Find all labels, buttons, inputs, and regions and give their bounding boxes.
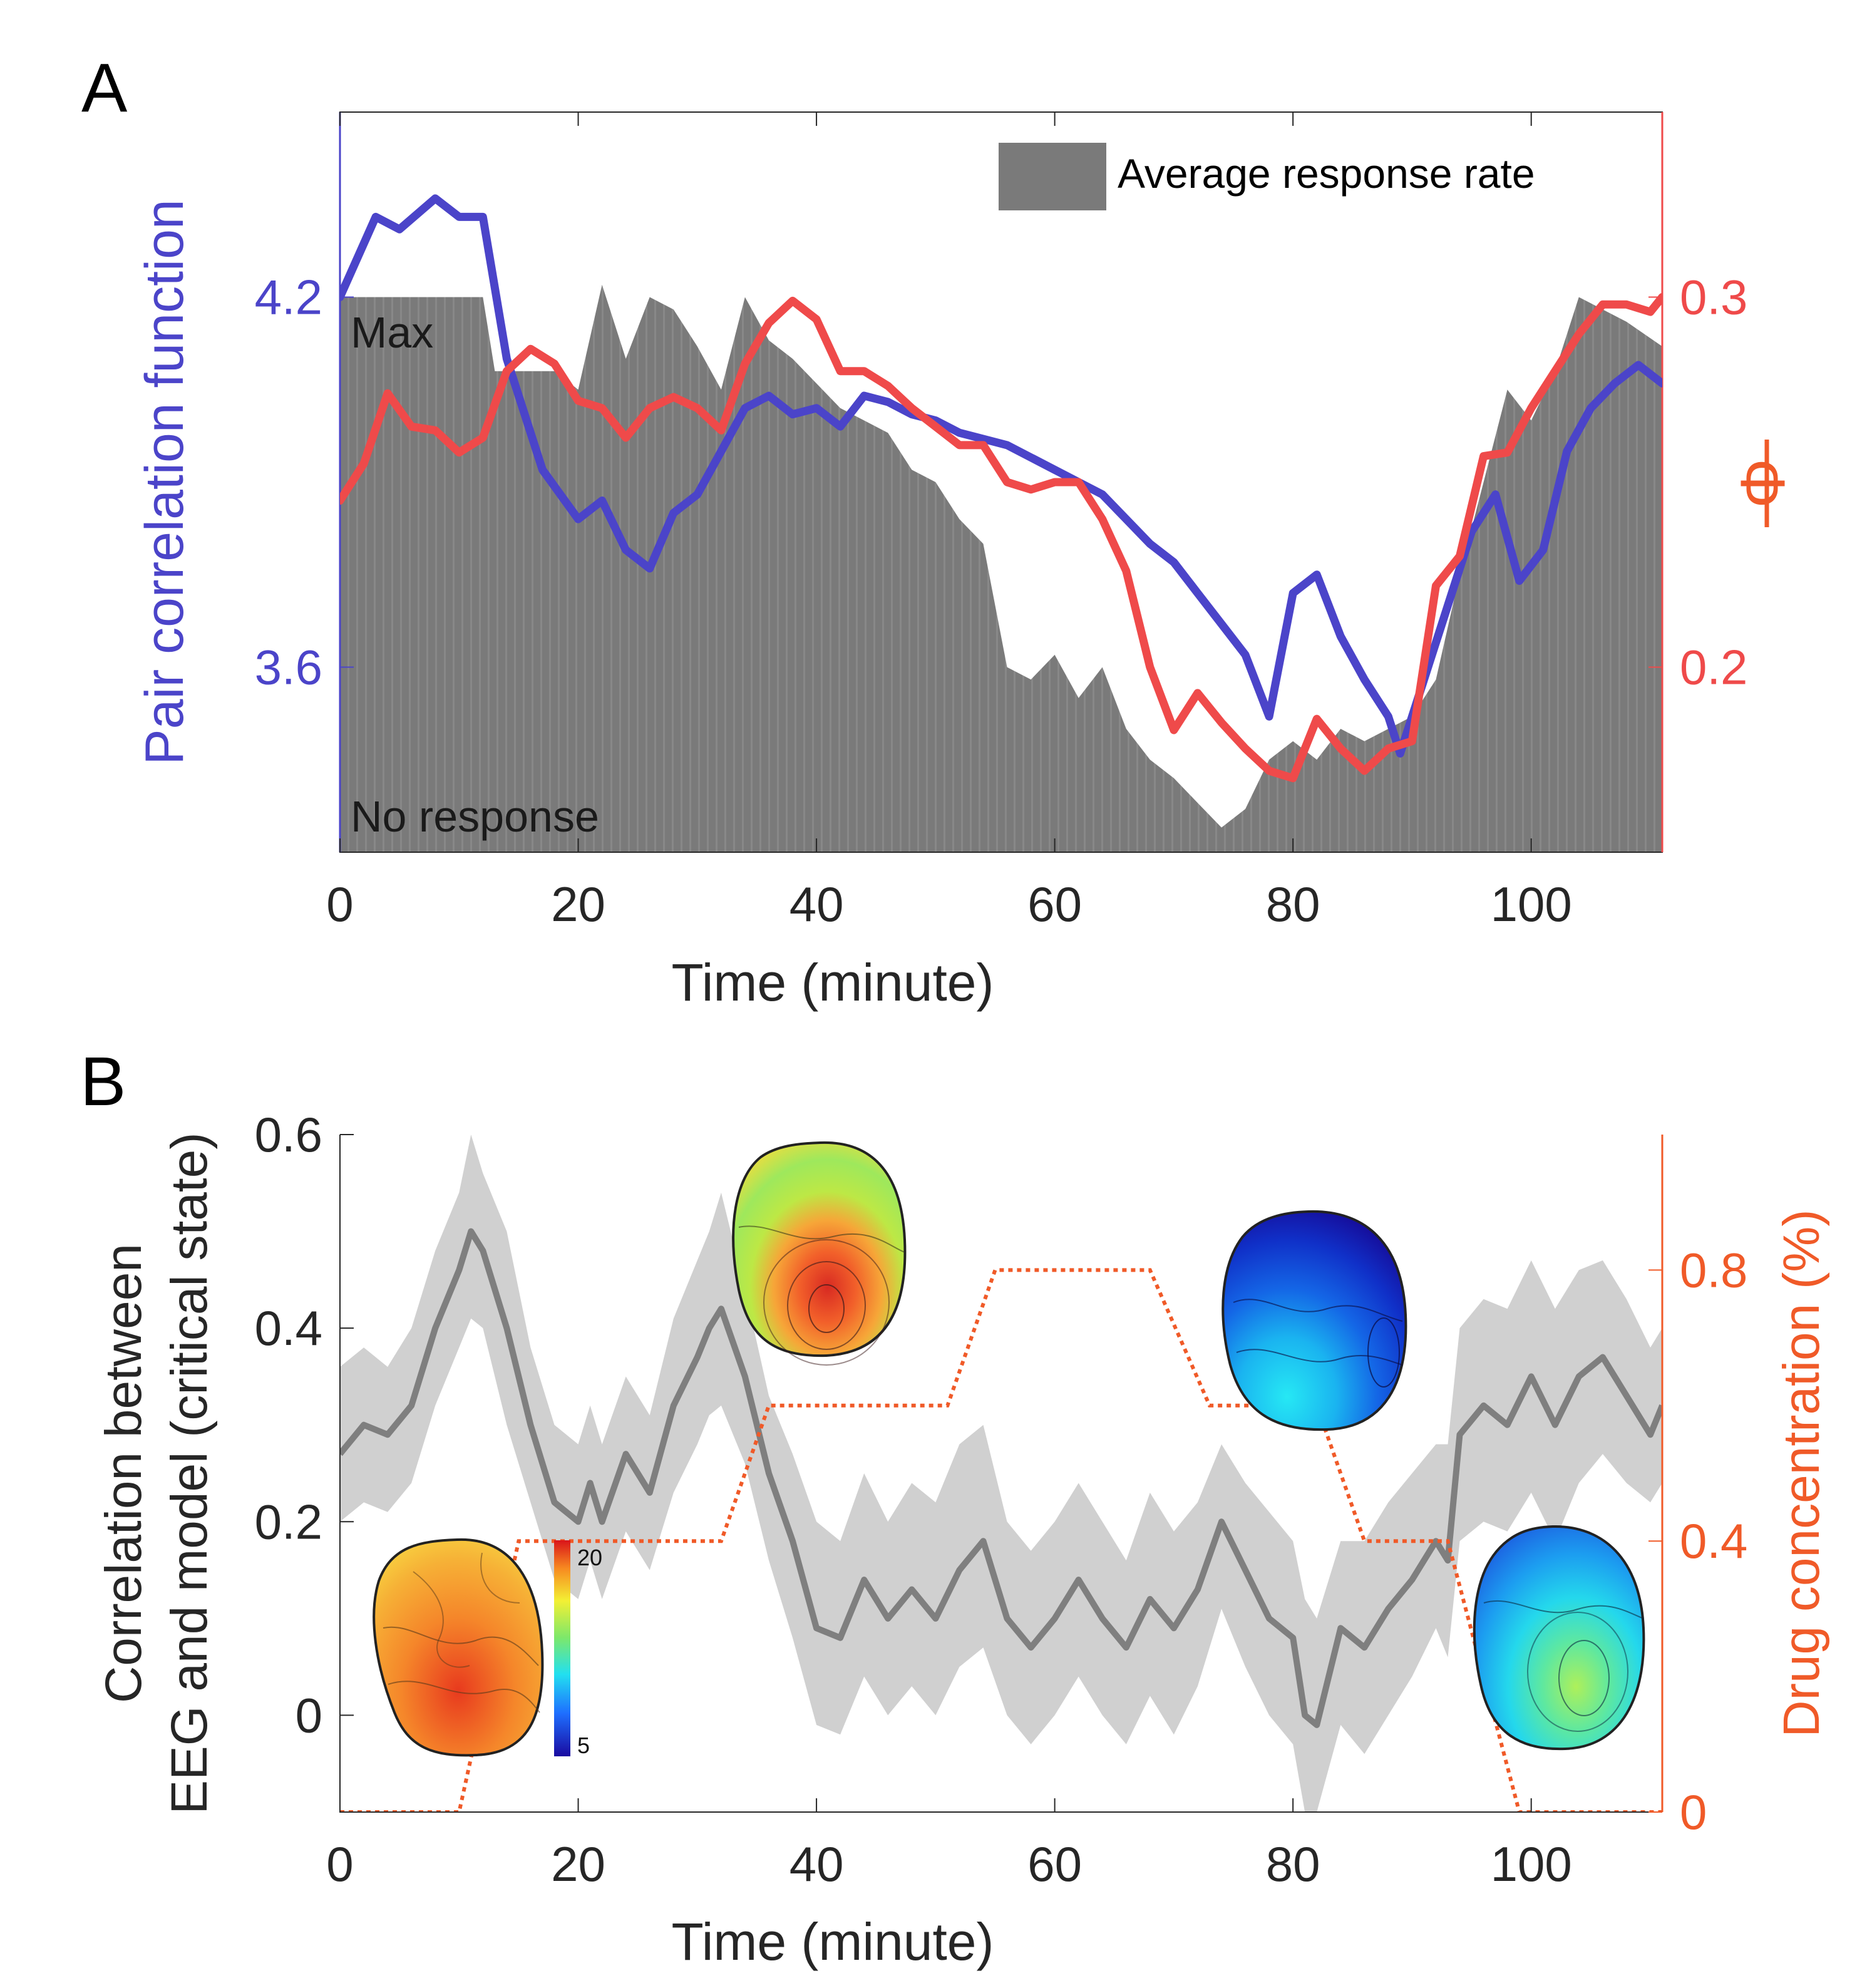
panel-b-ytick-left-label: 0 <box>296 1687 322 1743</box>
colorbar-min-label: 5 <box>577 1733 590 1758</box>
panel-a-xlabel: Time (minute) <box>672 953 994 1012</box>
panel-a-xtick-label: 60 <box>1027 877 1082 932</box>
panel-b-ylabel-left-line1: Correlation between <box>95 1244 152 1703</box>
scalp-map-lower-right <box>1473 1525 1645 1751</box>
scalp-map-lower-left <box>373 1538 544 1757</box>
panel-a-xtick-label: 80 <box>1266 877 1320 932</box>
panel-b-xtick-label: 20 <box>551 1836 605 1892</box>
panel-b-ytick-right-label: 0.8 <box>1680 1242 1747 1297</box>
panel-a-xtick-label: 40 <box>789 877 844 932</box>
annotation-no-response: No response <box>351 792 599 841</box>
panel-b-ytick-left-label: 0.4 <box>255 1300 322 1356</box>
legend-label-response: Average response rate <box>1118 150 1535 197</box>
panel-a-ytick-right-label: 0.2 <box>1680 640 1747 695</box>
panel-b-letter: B <box>80 1043 126 1120</box>
colorbar-gradient <box>554 1540 570 1756</box>
panel-a-xtick-label: 100 <box>1491 877 1572 932</box>
annotation-max: Max <box>351 308 433 357</box>
panel-b-xlabel: Time (minute) <box>672 1912 994 1971</box>
panel-b-xtick-label: 80 <box>1266 1836 1320 1892</box>
panel-b-ylabel-left-line2: EEG and model (critical state) <box>161 1132 218 1814</box>
panel-a-ticks: 0 20 40 60 80 100 3.6 4.2 0.2 0.3 <box>255 112 1747 932</box>
response-rate-area <box>340 284 1662 852</box>
panel-b-xtick-label: 40 <box>789 1836 844 1892</box>
panel-a-letter: A <box>81 49 128 126</box>
panel-b-ytick-right-label: 0.4 <box>1680 1513 1747 1568</box>
legend-swatch-response <box>999 143 1106 210</box>
panel-a-ytick-left-label: 4.2 <box>255 270 322 325</box>
panel-b-ytick-left-label: 0.2 <box>255 1494 322 1549</box>
panel-a-ylabel-left: Pair correlation function <box>135 199 195 765</box>
colorbar-max-label: 20 <box>577 1545 602 1570</box>
drug-concentration-line <box>340 1268 1662 1812</box>
correlation-band <box>340 1135 1662 1812</box>
scalp-map-top-center <box>732 1141 907 1366</box>
panel-b-xtick-label: 60 <box>1027 1836 1082 1892</box>
panel-b-xtick-label: 100 <box>1491 1836 1572 1892</box>
panel-a-ytick-left-label: 3.6 <box>255 640 322 695</box>
panel-b-xtick-label: 0 <box>326 1836 353 1892</box>
panel-b-ylabel-right: Drug concentration (%) <box>1773 1209 1830 1737</box>
panel-a-xtick-label: 0 <box>326 877 353 932</box>
panel-a-ytick-right-label: 0.3 <box>1680 270 1747 325</box>
panel-a-legend: Average response rate <box>999 143 1535 210</box>
panel-a-lines <box>340 194 1662 783</box>
panel-a-ylabel-right: Φ <box>1728 458 1798 508</box>
panel-b-ticks: 0 20 40 60 80 100 0 0.2 0.4 0.6 0 0.4 0.8 <box>255 1107 1748 1892</box>
phi-line <box>340 293 1662 783</box>
panel-b-ytick-left-label: 0.6 <box>255 1107 322 1162</box>
panel-a-xtick-label: 20 <box>551 877 605 932</box>
panel-b-ytick-right-label: 0 <box>1680 1785 1707 1840</box>
panel-a-response-area <box>340 284 1662 852</box>
panel-b-series <box>340 1135 1662 1812</box>
scalp-map-top-right <box>1221 1210 1407 1431</box>
correlation-mean-line <box>340 1228 1662 1728</box>
pair-correlation-line <box>340 194 1662 758</box>
colorbar: 20 5 <box>554 1540 602 1758</box>
